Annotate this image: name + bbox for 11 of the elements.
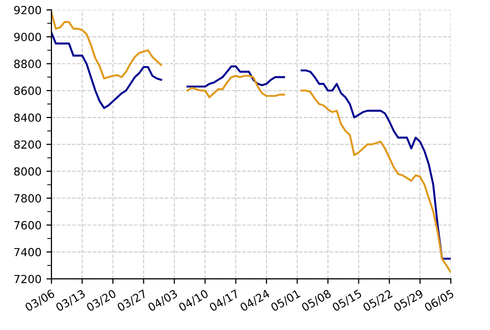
y-tick-label: 9000 — [14, 32, 41, 42]
y-tick-label: 8800 — [14, 60, 41, 68]
y-tick-label: 7800 — [14, 194, 41, 203]
y-tick-label: 7600 — [14, 221, 41, 230]
y-tick-label: 7400 — [14, 248, 41, 256]
y-tick-label: 8400 — [14, 113, 41, 122]
y-tick-label: 8000 — [14, 167, 41, 176]
y-tick-label: 7200 — [14, 274, 41, 284]
y-tick-label: 9200 — [14, 6, 41, 14]
y-tick-label: 8600 — [14, 86, 41, 95]
y-tick-label: 8200 — [14, 140, 41, 149]
